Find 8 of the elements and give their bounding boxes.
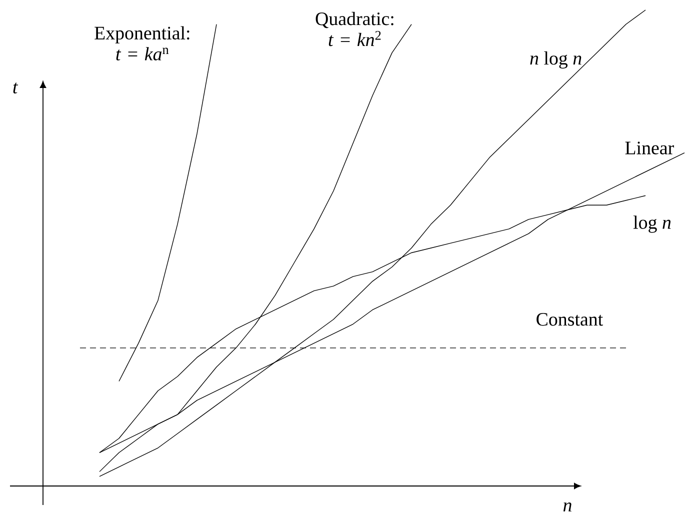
y-axis-title: t — [13, 82, 18, 94]
x-axis-title: n — [563, 502, 572, 512]
series-label: Exponential: t = ka$^{n}$ — [94, 26, 190, 60]
series-label: n log n — [530, 51, 582, 69]
series-label: Quadratic: t = kn$^{2}$ — [316, 12, 394, 46]
series-label: Linear — [625, 142, 674, 154]
series-label: log n — [633, 216, 671, 233]
series-label: Constant — [536, 313, 603, 326]
